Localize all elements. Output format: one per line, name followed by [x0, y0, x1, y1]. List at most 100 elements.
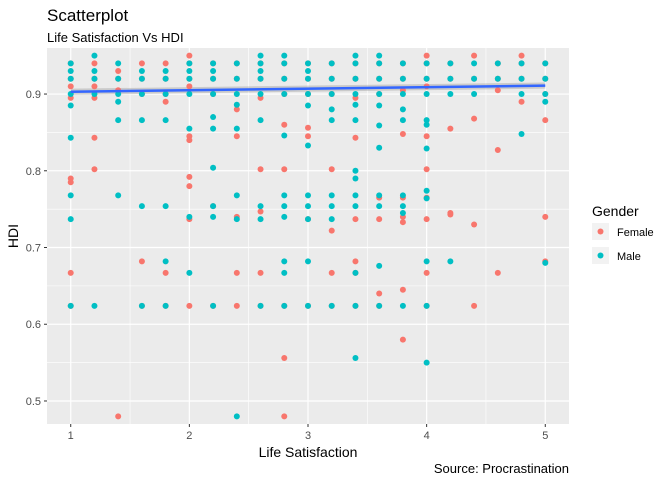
chart-subtitle: Life Satisfaction Vs HDI: [47, 30, 184, 45]
point-male: [186, 68, 193, 75]
point-male: [399, 75, 406, 82]
point-male: [305, 203, 311, 210]
point-male: [233, 101, 240, 108]
point-female: [399, 130, 406, 137]
point-female: [138, 60, 145, 67]
point-male: [423, 117, 430, 124]
point-male: [257, 60, 264, 67]
y-tick-label: 0.6: [26, 319, 41, 331]
point-male: [423, 359, 430, 366]
point-female: [352, 216, 359, 223]
point-male: [210, 164, 217, 171]
point-male: [257, 117, 264, 124]
point-female: [115, 68, 122, 75]
point-male: [281, 258, 288, 265]
point-female: [328, 166, 335, 173]
point-male: [162, 302, 169, 309]
point-male: [328, 60, 335, 67]
point-female: [257, 166, 264, 173]
point-female: [328, 227, 335, 234]
point-male: [305, 60, 311, 67]
point-female: [352, 258, 359, 265]
point-male: [352, 91, 359, 98]
x-tick-label: 4: [424, 430, 430, 442]
point-male: [186, 213, 193, 220]
point-female: [91, 166, 98, 173]
point-male: [91, 52, 98, 59]
point-female: [257, 208, 264, 215]
point-male: [115, 91, 122, 98]
point-female: [281, 413, 288, 420]
point-female: [518, 52, 525, 59]
point-female: [376, 216, 383, 223]
point-female: [162, 98, 169, 105]
legend: Gender Female Male: [592, 203, 654, 264]
point-male: [257, 91, 264, 98]
point-female: [376, 290, 383, 297]
point-male: [399, 203, 406, 210]
point-female: [494, 87, 501, 94]
point-female: [281, 355, 288, 362]
point-male: [352, 192, 359, 199]
point-male: [281, 132, 288, 139]
point-female: [186, 83, 193, 90]
point-male: [186, 269, 193, 276]
point-male: [138, 68, 145, 75]
legend-label-male: Male: [617, 251, 641, 263]
y-tick-label: 0.7: [26, 243, 41, 255]
point-male: [210, 203, 217, 210]
point-female: [423, 216, 430, 223]
point-male: [115, 98, 122, 105]
x-tick-label: 1: [68, 430, 74, 442]
point-male: [210, 91, 217, 98]
point-male: [542, 98, 549, 105]
point-male: [210, 125, 217, 132]
point-male: [423, 258, 430, 265]
point-female: [305, 124, 311, 131]
point-male: [233, 192, 240, 199]
point-female: [494, 147, 501, 154]
point-female: [233, 302, 240, 309]
point-male: [352, 175, 359, 182]
point-female: [186, 302, 193, 309]
point-female: [518, 98, 525, 105]
point-female: [328, 269, 335, 276]
point-female: [233, 133, 240, 140]
point-male: [162, 91, 169, 98]
point-male: [305, 258, 311, 265]
point-female: [281, 166, 288, 173]
point-male: [162, 75, 169, 82]
point-male: [305, 68, 311, 75]
point-male: [257, 216, 264, 223]
point-male: [376, 302, 383, 309]
point-male: [376, 102, 383, 109]
point-male: [67, 134, 74, 141]
point-female: [67, 179, 74, 186]
point-female: [471, 115, 478, 122]
chart-caption: Source: Procrastination: [434, 461, 569, 476]
point-male: [518, 91, 525, 98]
point-male: [305, 302, 311, 309]
point-male: [376, 75, 383, 82]
point-male: [376, 262, 383, 269]
point-female: [447, 125, 454, 132]
point-male: [494, 75, 501, 82]
point-male: [399, 106, 406, 113]
point-male: [138, 75, 145, 82]
point-female: [399, 219, 406, 226]
legend-dot-male: [597, 252, 604, 259]
point-female: [115, 413, 122, 420]
point-female: [281, 121, 288, 128]
point-male: [67, 60, 74, 67]
point-male: [328, 91, 335, 98]
point-male: [115, 60, 122, 67]
point-male: [305, 102, 311, 109]
point-female: [494, 269, 501, 276]
point-male: [328, 216, 335, 223]
grid-layer: [47, 48, 569, 424]
point-male: [423, 75, 430, 82]
tick-layer: 1 2 3 4 5 0.5 0.6 0.7 0.8 0.9: [26, 89, 549, 442]
point-female: [471, 52, 478, 59]
point-male: [281, 192, 288, 199]
points-layer: [67, 52, 549, 420]
